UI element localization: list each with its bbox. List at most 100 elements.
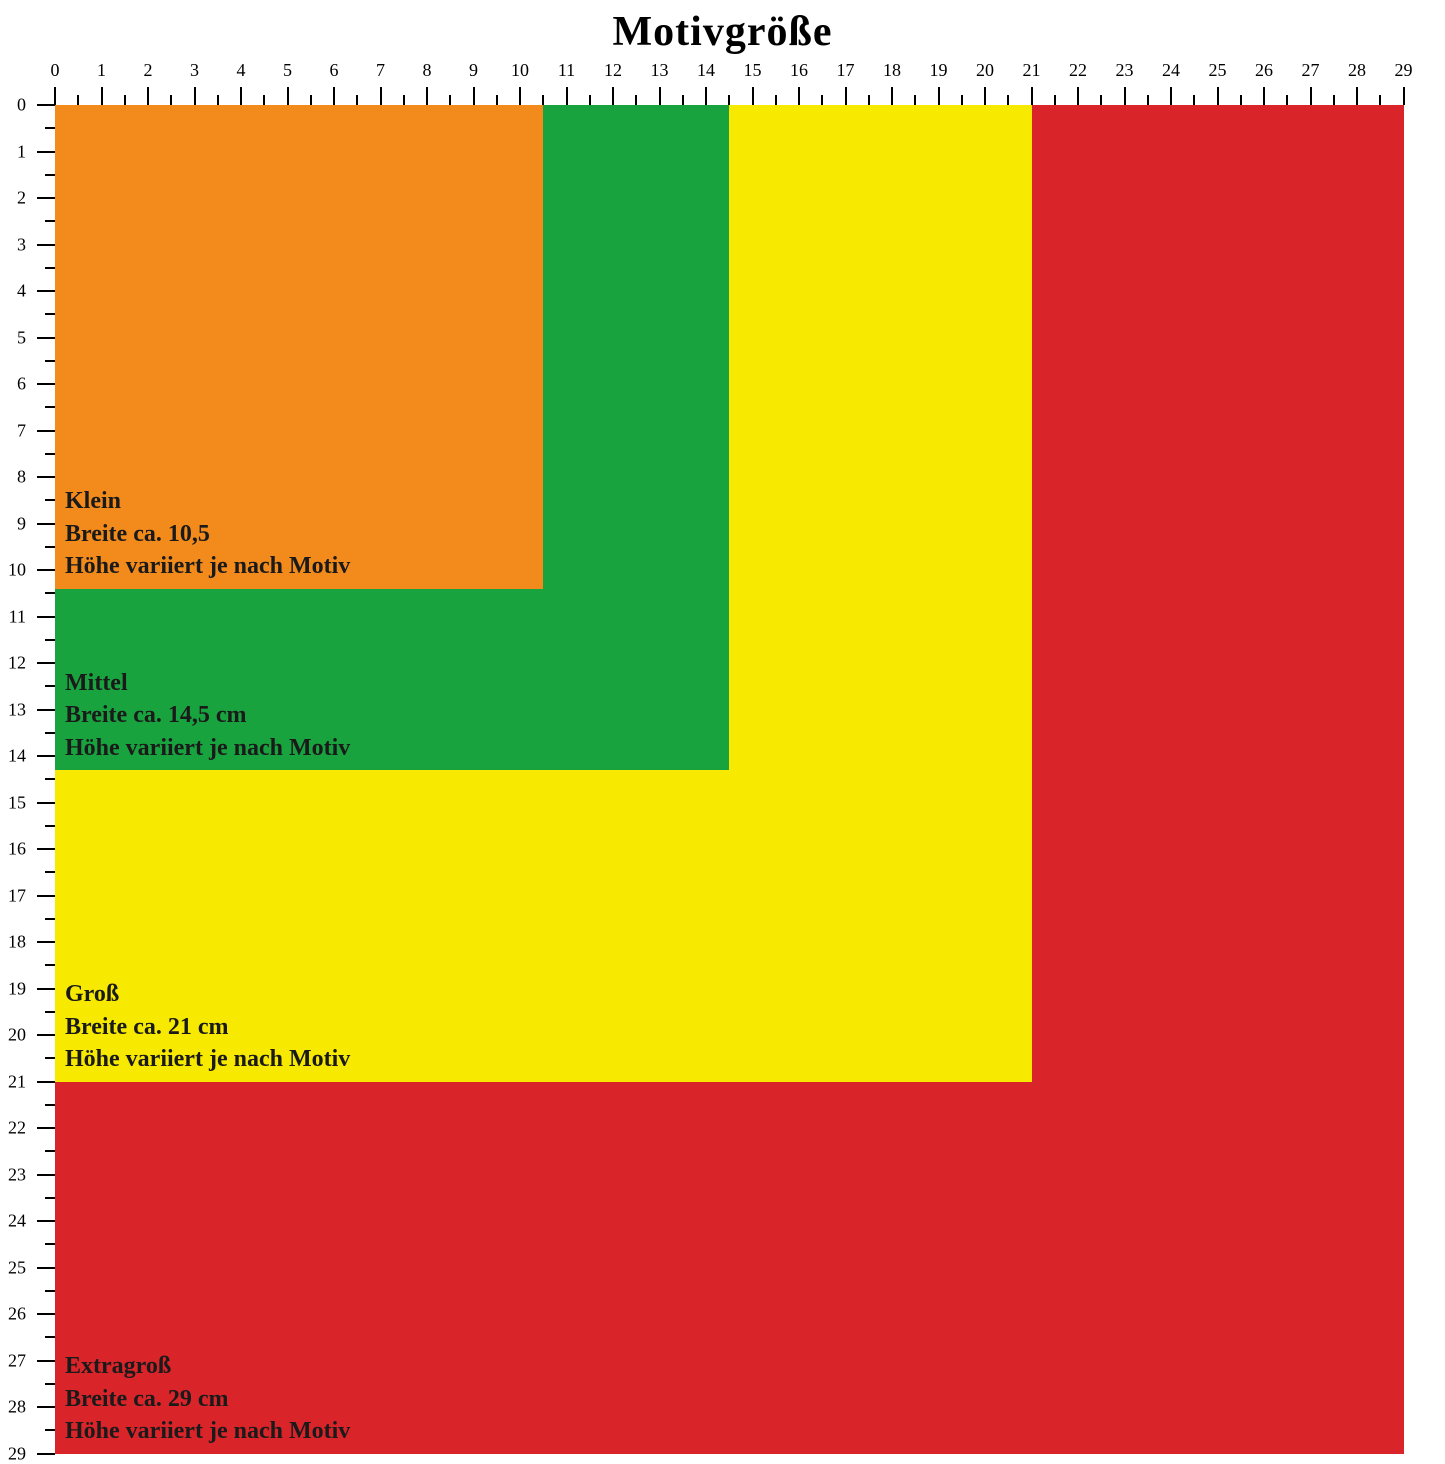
- ruler-left-num: 26: [0, 1304, 26, 1325]
- ruler-top-tick: [194, 87, 196, 105]
- ruler-left-num: 13: [0, 699, 26, 720]
- ruler-left-tick: [37, 616, 55, 618]
- ruler-left-num: 9: [0, 513, 26, 534]
- ruler-top-num: 0: [51, 60, 60, 81]
- ruler-top-num: 11: [558, 60, 575, 81]
- ruler-left-tick-minor: [45, 1336, 55, 1338]
- ruler-top-num: 28: [1348, 60, 1366, 81]
- ruler-left-num: 27: [0, 1350, 26, 1371]
- ruler-top-tick-minor: [1100, 95, 1102, 105]
- ruler-left-num: 4: [0, 281, 26, 302]
- ruler-top-num: 9: [469, 60, 478, 81]
- ruler-top-tick: [54, 87, 56, 105]
- ruler-top-tick-minor: [542, 95, 544, 105]
- ruler-left-tick: [37, 430, 55, 432]
- ruler-top-tick-minor: [217, 95, 219, 105]
- ruler-top-tick-minor: [263, 95, 265, 105]
- ruler-top-tick: [984, 87, 986, 105]
- ruler-top-tick-minor: [449, 95, 451, 105]
- ruler-left-num: 2: [0, 188, 26, 209]
- ruler-top-tick: [147, 87, 149, 105]
- ruler-left-num: 29: [0, 1443, 26, 1464]
- ruler-left-tick: [37, 1313, 55, 1315]
- ruler-top-tick: [426, 87, 428, 105]
- ruler-left-tick: [37, 523, 55, 525]
- ruler-left-tick-minor: [45, 267, 55, 269]
- ruler-top-tick-minor: [1054, 95, 1056, 105]
- size-label-height: Höhe variiert je nach Motiv: [65, 1415, 350, 1447]
- ruler-top-tick-minor: [821, 95, 823, 105]
- ruler-top-num: 7: [376, 60, 385, 81]
- ruler-left-tick-minor: [45, 1150, 55, 1152]
- ruler-left-num: 3: [0, 234, 26, 255]
- ruler-left-tick: [37, 941, 55, 943]
- ruler-left-num: 0: [0, 95, 26, 116]
- ruler-left-num: 8: [0, 467, 26, 488]
- ruler-left-num: 14: [0, 746, 26, 767]
- ruler-top-tick: [566, 87, 568, 105]
- ruler-top-tick: [752, 87, 754, 105]
- ruler-left-tick: [37, 1081, 55, 1083]
- ruler-left-tick: [37, 1453, 55, 1455]
- size-label-groß: GroßBreite ca. 21 cmHöhe variiert je nac…: [65, 978, 350, 1075]
- ruler-left-tick: [37, 383, 55, 385]
- ruler-top-tick: [1031, 87, 1033, 105]
- ruler-left-tick: [37, 104, 55, 106]
- ruler-left-tick: [37, 895, 55, 897]
- ruler-left-tick: [37, 755, 55, 757]
- ruler-top-num: 18: [883, 60, 901, 81]
- ruler-left-tick: [37, 848, 55, 850]
- ruler-left-tick-minor: [45, 639, 55, 641]
- ruler-left-tick: [37, 290, 55, 292]
- ruler-left-tick-minor: [45, 1104, 55, 1106]
- ruler-left-tick-minor: [45, 592, 55, 594]
- ruler-left-tick-minor: [45, 825, 55, 827]
- ruler-left-num: 12: [0, 653, 26, 674]
- ruler-top-num: 22: [1069, 60, 1087, 81]
- ruler-left-tick-minor: [45, 1197, 55, 1199]
- ruler-top-tick-minor: [1007, 95, 1009, 105]
- ruler-left-tick: [37, 988, 55, 990]
- ruler-top-tick: [938, 87, 940, 105]
- ruler-left-num: 15: [0, 792, 26, 813]
- ruler-top-tick-minor: [682, 95, 684, 105]
- size-label-name: Klein: [65, 485, 350, 517]
- ruler-left-num: 16: [0, 839, 26, 860]
- ruler-top-num: 15: [744, 60, 762, 81]
- ruler-top-num: 3: [190, 60, 199, 81]
- ruler-left-tick-minor: [45, 918, 55, 920]
- ruler-left-tick: [37, 1174, 55, 1176]
- ruler-top-tick-minor: [124, 95, 126, 105]
- ruler-left-tick-minor: [45, 406, 55, 408]
- size-label-name: Groß: [65, 978, 350, 1010]
- ruler-left-num: 23: [0, 1164, 26, 1185]
- ruler-left-num: 6: [0, 374, 26, 395]
- ruler-left-tick-minor: [45, 778, 55, 780]
- ruler-top-tick-minor: [1240, 95, 1242, 105]
- ruler-top-tick: [705, 87, 707, 105]
- size-label-klein: KleinBreite ca. 10,5Höhe variiert je nac…: [65, 485, 350, 582]
- ruler-top-tick: [612, 87, 614, 105]
- ruler-top-tick-minor: [868, 95, 870, 105]
- ruler-top-tick-minor: [1286, 95, 1288, 105]
- ruler-top-tick-minor: [1333, 95, 1335, 105]
- ruler-left-tick-minor: [45, 1290, 55, 1292]
- ruler-top-tick-minor: [496, 95, 498, 105]
- ruler-top-num: 1: [97, 60, 106, 81]
- ruler-left-tick: [37, 1360, 55, 1362]
- ruler-top-tick-minor: [775, 95, 777, 105]
- ruler-top-num: 16: [790, 60, 808, 81]
- ruler-top-num: 24: [1162, 60, 1180, 81]
- ruler-left-num: 7: [0, 420, 26, 441]
- size-label-height: Höhe variiert je nach Motiv: [65, 1043, 350, 1075]
- ruler-left-tick: [37, 1220, 55, 1222]
- ruler-top-num: 2: [144, 60, 153, 81]
- ruler-left-tick-minor: [45, 1011, 55, 1013]
- size-label-width: Breite ca. 21 cm: [65, 1011, 350, 1043]
- ruler-top-num: 13: [651, 60, 669, 81]
- ruler-left-tick: [37, 1267, 55, 1269]
- ruler-top-tick: [287, 87, 289, 105]
- ruler-top-num: 27: [1302, 60, 1320, 81]
- ruler-left-tick-minor: [45, 453, 55, 455]
- ruler-top-num: 26: [1255, 60, 1273, 81]
